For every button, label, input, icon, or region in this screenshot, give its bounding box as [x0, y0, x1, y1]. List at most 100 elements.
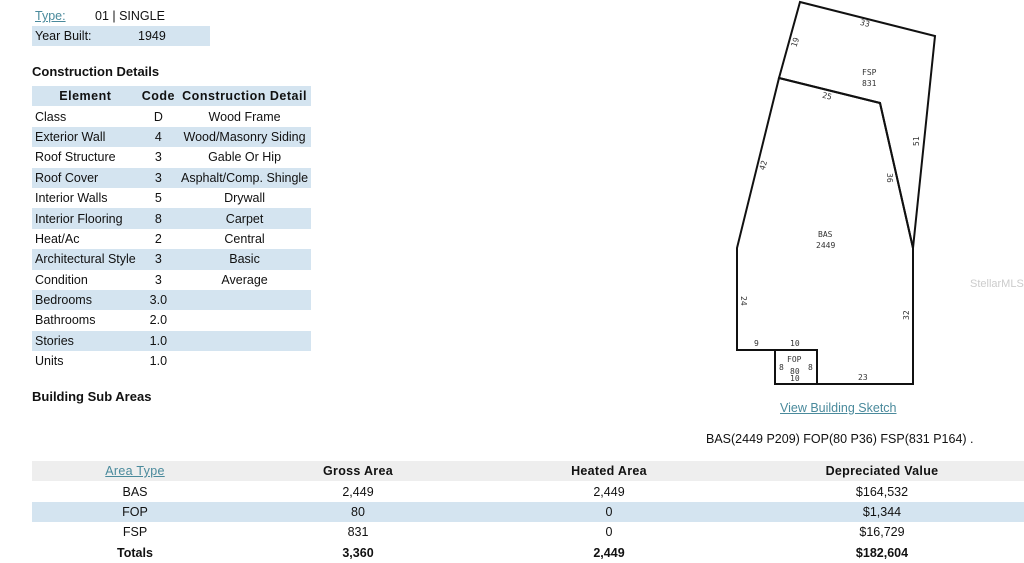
sketch-summary: BAS(2449 P209) FOP(80 P36) FSP(831 P164)… [706, 432, 974, 446]
element-cell: Interior Flooring [35, 211, 123, 226]
code-cell: 5 [154, 191, 162, 206]
detail-cell: Average [221, 272, 268, 287]
area-type-cell: BAS [122, 484, 148, 499]
gross-area-cell: 3,360 [342, 545, 374, 560]
fop-area: 80 [790, 367, 800, 376]
header-element: Element [59, 89, 112, 104]
code-cell: 3 [154, 150, 162, 165]
heated-area-cell: 0 [605, 504, 613, 519]
depreciated-value-cell: $182,604 [855, 545, 909, 560]
bas-label: BAS [818, 230, 833, 239]
depreciated-value-cell: $1,344 [862, 504, 902, 519]
table-row: Heat/Ac 2 Central [32, 229, 311, 249]
watermark-logo: StellarMLS [970, 278, 1024, 290]
code-cell: 2 [154, 231, 162, 246]
header-area-type[interactable]: Area Type [32, 461, 238, 481]
element-cell: Condition [35, 272, 88, 287]
header-heated-area: Heated Area [571, 464, 647, 479]
element-cell: Exterior Wall [35, 129, 106, 144]
detail-cell: Central [224, 231, 265, 246]
code-cell: 1.0 [149, 354, 168, 369]
element-cell: Heat/Ac [35, 231, 80, 246]
dim-label: 33 [859, 18, 871, 29]
fsp-label: FSP [862, 68, 877, 77]
detail-cell: Gable Or Hip [208, 150, 282, 165]
element-cell: Roof Cover [35, 170, 99, 185]
dim-label: 10 [790, 374, 800, 383]
dim-label: 24 [739, 296, 748, 306]
code-cell: 3.0 [149, 293, 168, 308]
area-type-cell: FSP [122, 525, 148, 540]
table-row: FSP 831 0 $16,729 [32, 522, 1024, 542]
view-building-sketch-link[interactable]: View Building Sketch [780, 401, 897, 415]
gross-area-cell: 80 [351, 504, 365, 519]
fop-area-outline [774, 349, 818, 385]
fsp-area: 831 [862, 79, 877, 88]
detail-cell: Asphalt/Comp. Shingle [180, 170, 309, 185]
table-row: Condition 3 Average [32, 270, 311, 290]
header-code: Code [141, 89, 175, 104]
totals-row: Totals 3,360 2,449 $182,604 [32, 543, 1024, 563]
dim-label: 36 [885, 173, 894, 183]
detail-cell: Carpet [225, 211, 264, 226]
dim-label: 10 [790, 339, 800, 348]
code-cell: 4 [154, 129, 162, 144]
type-link[interactable]: Type: [35, 9, 66, 23]
year-built-value: 1949 [138, 29, 166, 43]
gross-area-cell: 831 [347, 525, 369, 540]
header-depreciated-value: Depreciated Value [825, 464, 939, 479]
fsp-area-outline [777, 0, 937, 249]
depreciated-value-cell: $16,729 [859, 525, 905, 540]
area-type-sort-link[interactable]: Area Type [105, 464, 165, 479]
heated-area-cell: 2,449 [593, 484, 625, 499]
dim-label: 32 [902, 310, 911, 320]
table-row: Roof Cover 3 Asphalt/Comp. Shingle [32, 167, 312, 188]
dim-label: 42 [758, 159, 769, 171]
dim-label: 8 [808, 363, 813, 372]
code-cell: 2.0 [149, 313, 168, 328]
element-cell: Architectural Style [35, 252, 136, 267]
table-row: Bedrooms 3.0 [32, 289, 312, 311]
code-cell: 8 [154, 211, 162, 226]
heated-area-cell: 2,449 [593, 545, 625, 560]
table-row: Class D Wood Frame [32, 106, 311, 126]
detail-cell: Basic [229, 252, 260, 267]
dim-label: 51 [912, 136, 921, 146]
building-sketch: 33 19 25 51 42 36 24 32 9 10 8 8 10 23 F… [736, 0, 1024, 385]
table-row: Roof Structure 3 Gable Or Hip [32, 147, 311, 167]
depreciated-value-cell: $164,532 [855, 484, 909, 499]
heated-area-cell: 0 [605, 525, 613, 540]
element-cell: Stories [35, 333, 74, 348]
table-row: Units 1.0 [32, 351, 311, 371]
element-cell: Units [35, 354, 64, 369]
table-row: Interior Flooring 8 Carpet [32, 208, 312, 229]
header-gross-area: Gross Area [323, 464, 393, 479]
gross-area-cell: 2,449 [342, 484, 374, 499]
bas-area: 2449 [816, 241, 835, 250]
dim-label: 9 [754, 339, 759, 348]
dim-label: 23 [858, 373, 868, 382]
dim-label: 8 [779, 363, 784, 372]
year-built-row: Year Built: 1949 [32, 26, 210, 46]
code-cell: 3 [154, 170, 162, 185]
detail-cell: Wood Frame [208, 109, 281, 124]
building-sub-areas-title: Building Sub Areas [32, 389, 152, 404]
table-row: Bathrooms 2.0 [32, 310, 311, 330]
element-cell: Roof Structure [35, 150, 116, 165]
construction-details-title: Construction Details [32, 64, 160, 79]
code-cell: 3 [154, 272, 162, 287]
element-cell: Class [35, 109, 67, 124]
code-cell: 1.0 [149, 333, 168, 348]
table-row: Stories 1.0 [32, 330, 312, 352]
dim-label: 25 [821, 91, 833, 102]
detail-cell: Drywall [224, 191, 266, 206]
construction-details-table: Element Code Construction Detail Class D W… [32, 86, 312, 371]
detail-cell: Wood/Masonry Siding [183, 129, 306, 144]
table-row: FOP 80 0 $1,344 [32, 501, 1024, 523]
year-built-label: Year Built: [35, 29, 92, 43]
header-construction-detail: Construction Detail [182, 89, 307, 104]
table-row: Architectural Style 3 Basic [32, 249, 312, 270]
area-type-cell: FOP [122, 504, 148, 519]
building-sub-areas-table: Area Type Gross Area Heated Area Depreci… [32, 461, 1024, 563]
dim-label: 19 [790, 36, 802, 48]
